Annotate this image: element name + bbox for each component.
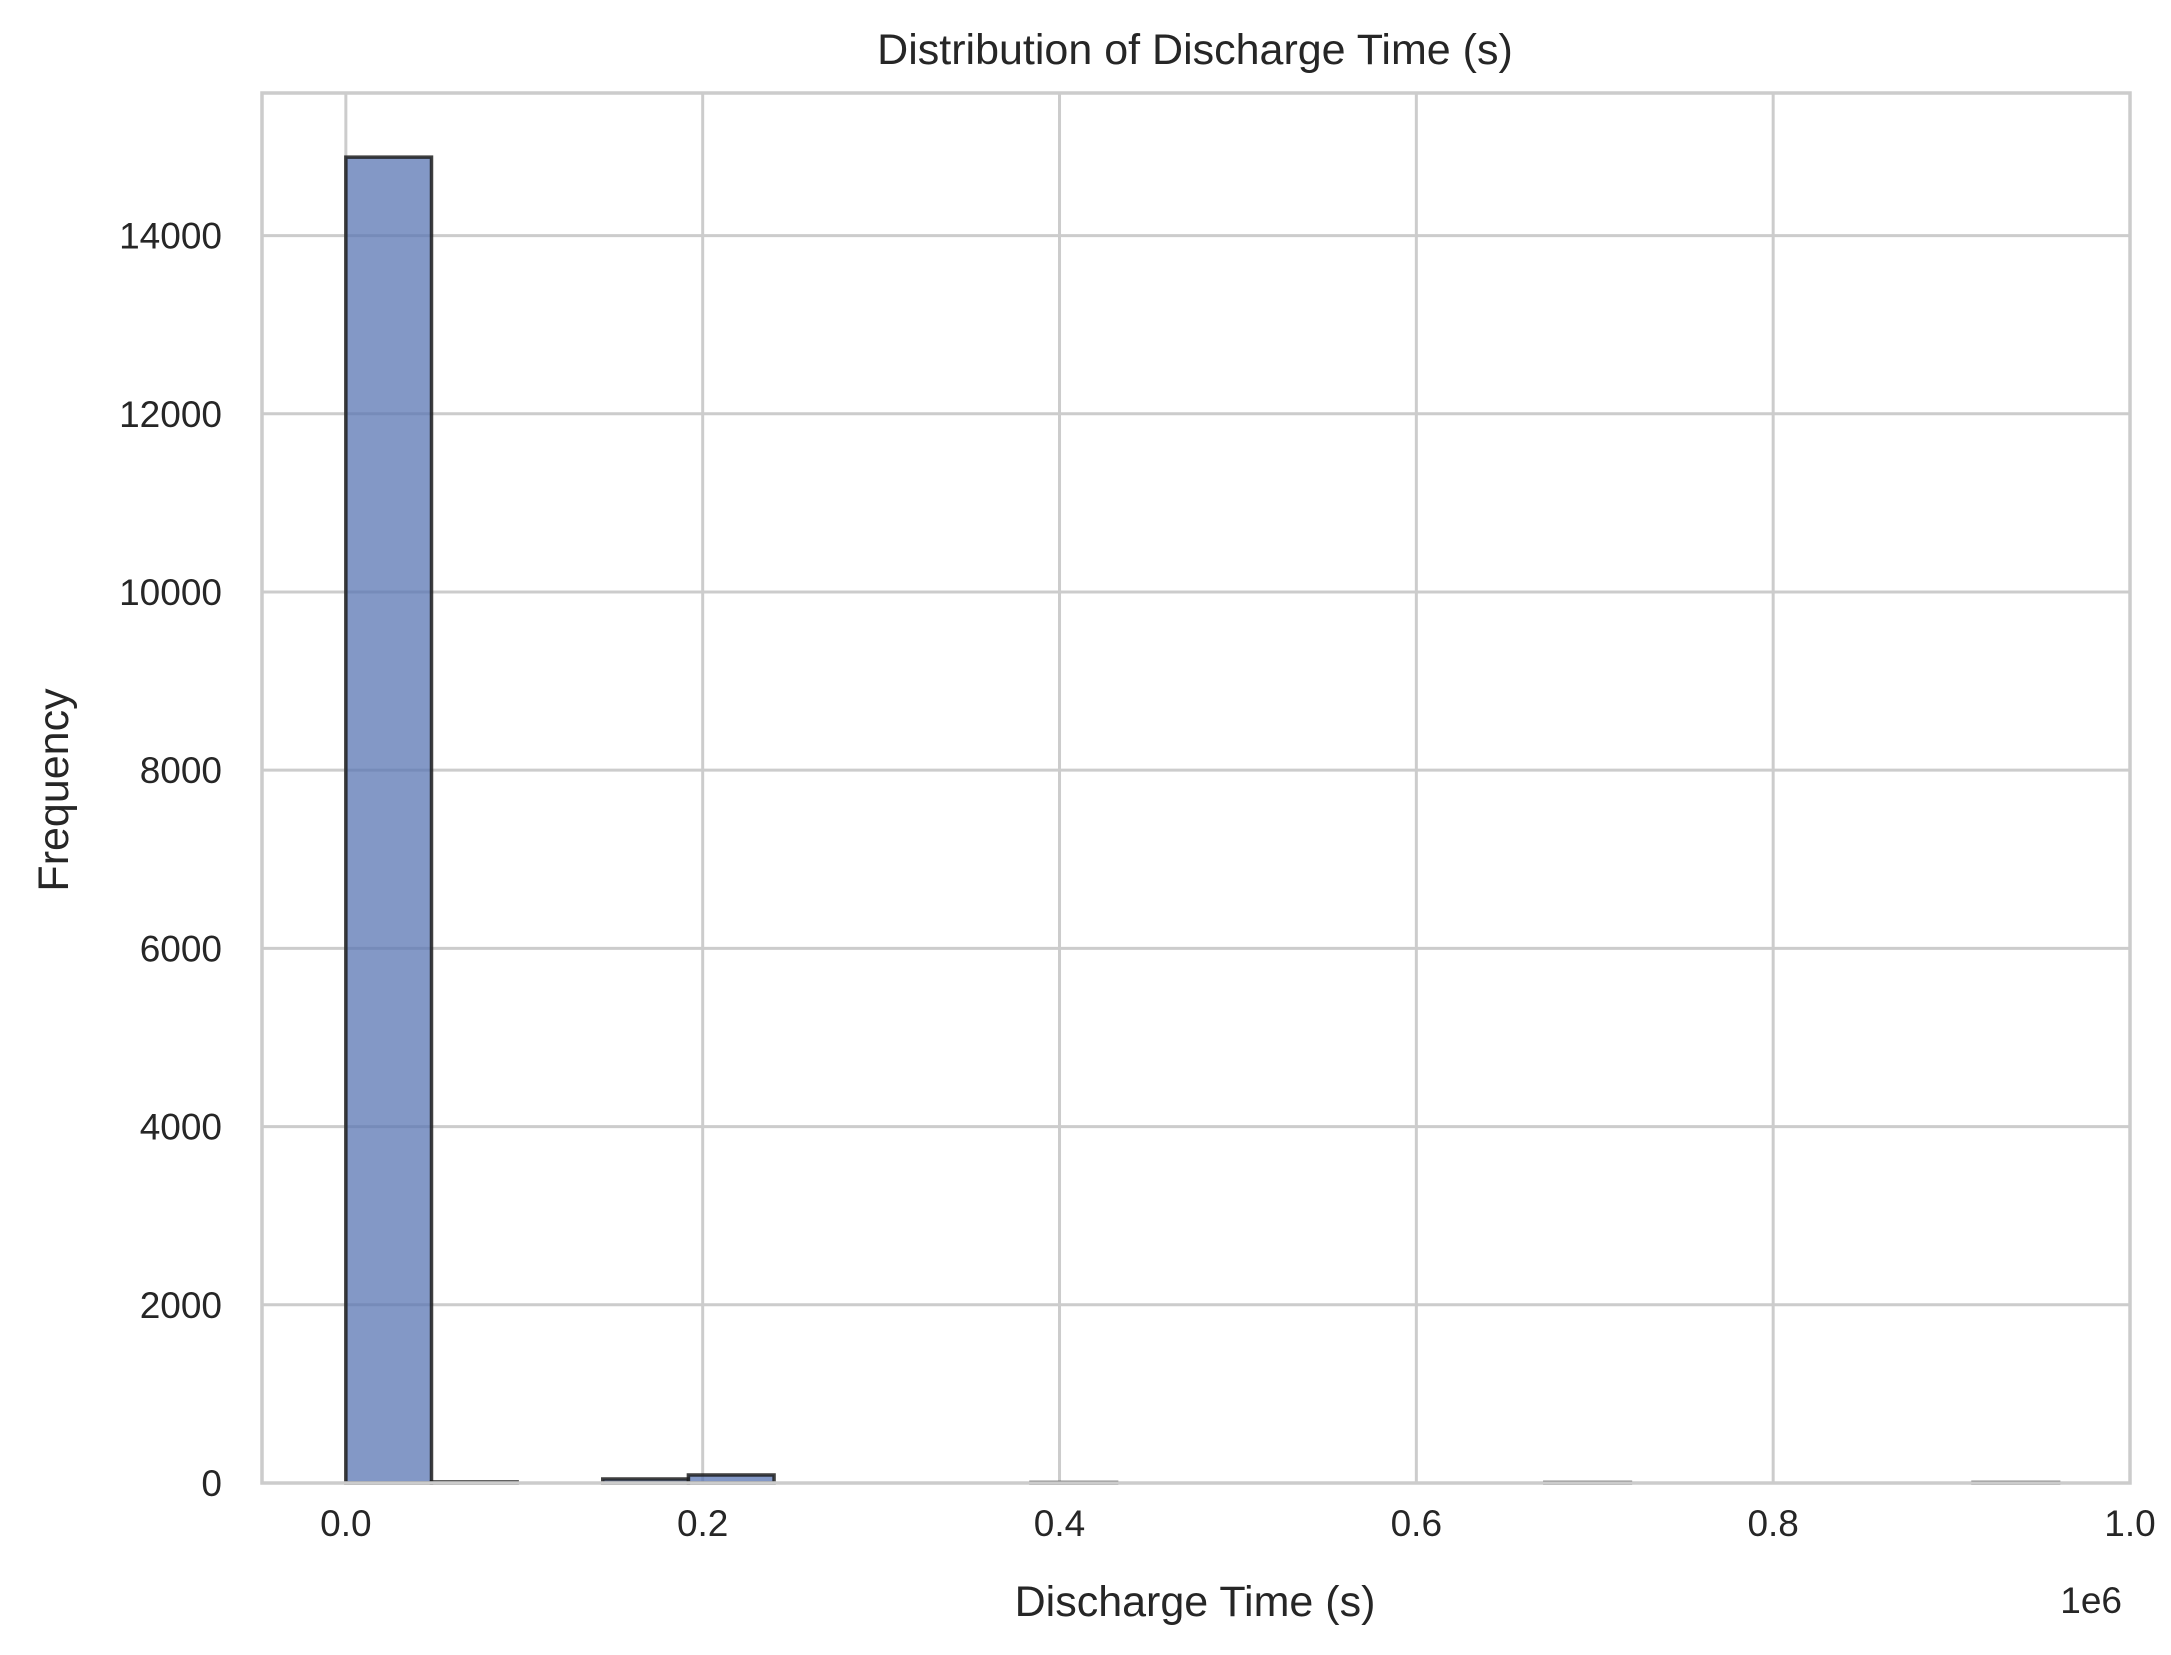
x-axis-label: Discharge Time (s) bbox=[1015, 1578, 1376, 1626]
tick-labels: 0.0 0.2 0.4 0.6 0.8 1.0 0 2000 4000 6000 8000 10000… bbox=[119, 216, 2156, 1544]
y-tick-label: 14000 bbox=[119, 216, 222, 257]
x-tick-label: 1.0 bbox=[2104, 1503, 2155, 1544]
y-tick-label: 2000 bbox=[140, 1285, 222, 1326]
y-tick-label: 10000 bbox=[119, 572, 222, 613]
x-tick-label: 0.8 bbox=[1747, 1503, 1798, 1544]
histogram-bars bbox=[344, 155, 2061, 1485]
x-tick-label: 0.4 bbox=[1034, 1503, 1085, 1544]
y-tick-label: 8000 bbox=[140, 750, 222, 791]
x-axis-offset-label: 1e6 bbox=[2060, 1580, 2122, 1621]
x-tick-label: 0.0 bbox=[320, 1503, 371, 1544]
plot-frame bbox=[260, 91, 2132, 1485]
chart-title: Distribution of Discharge Time (s) bbox=[877, 26, 1513, 74]
grid-lines bbox=[262, 93, 2132, 1485]
y-tick-label: 6000 bbox=[140, 928, 222, 969]
plot-border bbox=[260, 91, 2132, 1485]
y-tick-label: 0 bbox=[201, 1463, 222, 1504]
y-tick-label: 4000 bbox=[140, 1107, 222, 1148]
x-tick-label: 0.2 bbox=[677, 1503, 728, 1544]
histogram-bar bbox=[344, 155, 434, 1485]
y-axis-label: Frequency bbox=[30, 688, 78, 892]
y-tick-label: 12000 bbox=[119, 394, 222, 435]
x-tick-label: 0.6 bbox=[1391, 1503, 1442, 1544]
